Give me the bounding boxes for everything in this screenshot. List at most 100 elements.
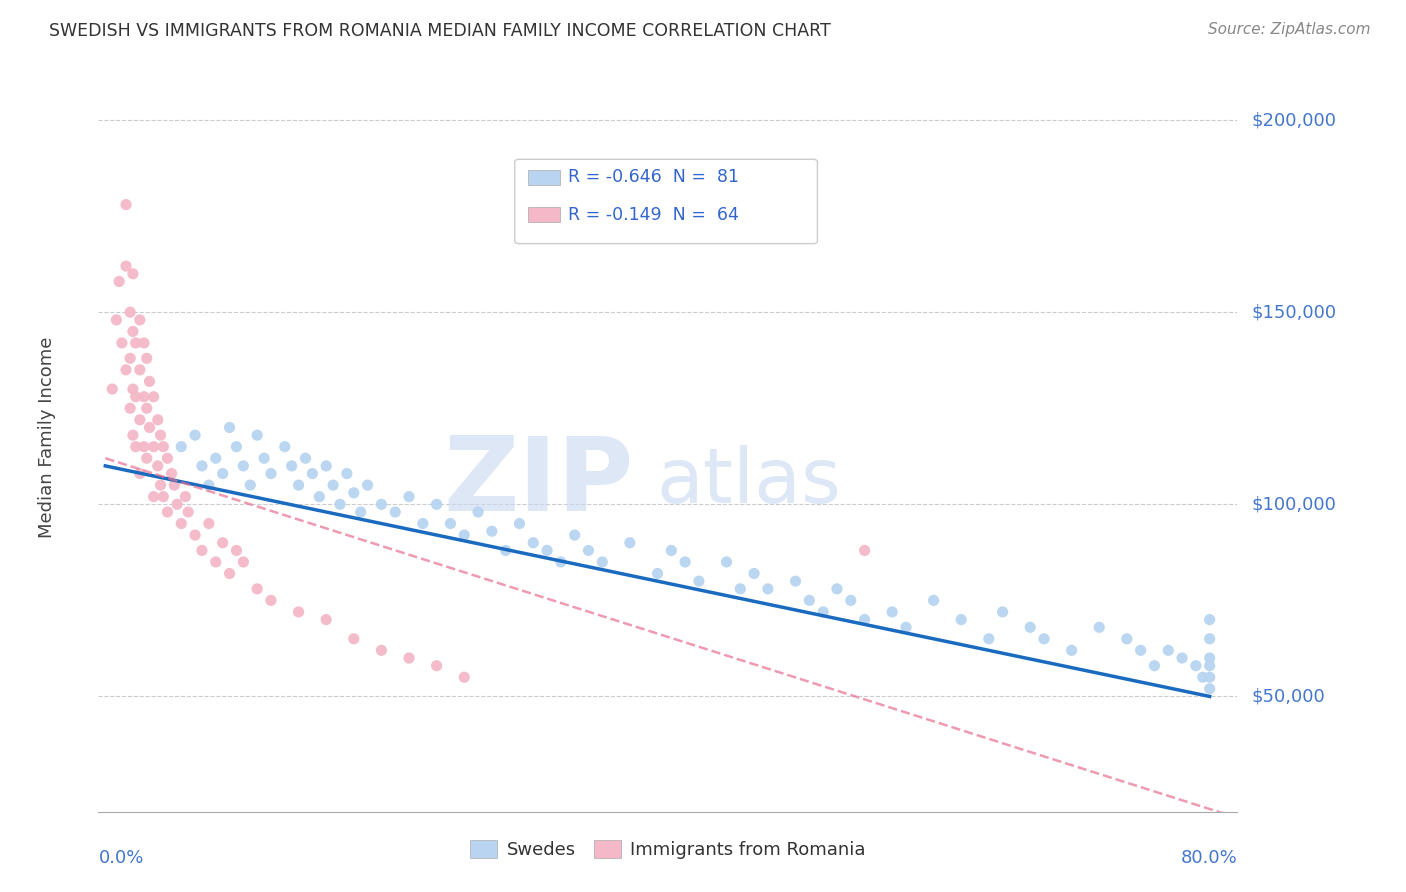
Point — [991, 605, 1014, 619]
Legend: Swedes, Immigrants from Romania: Swedes, Immigrants from Romania — [463, 832, 873, 866]
Point — [246, 428, 269, 442]
Point — [495, 543, 517, 558]
Point — [101, 382, 124, 396]
Point — [950, 613, 973, 627]
Point — [152, 490, 174, 504]
Point — [125, 390, 148, 404]
Point — [132, 335, 155, 350]
Text: SWEDISH VS IMMIGRANTS FROM ROMANIA MEDIAN FAMILY INCOME CORRELATION CHART: SWEDISH VS IMMIGRANTS FROM ROMANIA MEDIA… — [49, 22, 831, 40]
Point — [149, 428, 172, 442]
Point — [142, 490, 165, 504]
Point — [894, 620, 917, 634]
Text: $150,000: $150,000 — [1251, 303, 1336, 321]
Point — [132, 390, 155, 404]
Point — [115, 259, 138, 273]
Text: R = -0.646  N =  81: R = -0.646 N = 81 — [568, 168, 740, 186]
Point — [122, 382, 145, 396]
Point — [163, 478, 186, 492]
Point — [146, 413, 169, 427]
Point — [128, 363, 150, 377]
Text: $50,000: $50,000 — [1251, 688, 1324, 706]
Point — [825, 582, 848, 596]
Point — [274, 440, 297, 454]
Point — [204, 555, 226, 569]
Point — [120, 351, 142, 366]
Point — [647, 566, 669, 581]
Point — [398, 651, 420, 665]
Point — [659, 543, 682, 558]
Point — [120, 305, 142, 319]
Point — [398, 490, 420, 504]
Point — [170, 440, 193, 454]
Point — [160, 467, 183, 481]
Point — [882, 605, 904, 619]
Point — [315, 458, 337, 473]
Point — [1171, 651, 1194, 665]
Point — [730, 582, 752, 596]
Point — [536, 543, 558, 558]
Point — [756, 582, 779, 596]
Point — [1198, 632, 1220, 646]
Point — [211, 467, 233, 481]
Text: Source: ZipAtlas.com: Source: ZipAtlas.com — [1208, 22, 1371, 37]
Point — [184, 528, 207, 542]
Point — [799, 593, 821, 607]
Point — [135, 351, 157, 366]
Text: $200,000: $200,000 — [1251, 112, 1336, 129]
Point — [239, 478, 262, 492]
Point — [343, 632, 366, 646]
Point — [142, 440, 165, 454]
Text: $100,000: $100,000 — [1251, 495, 1336, 513]
Point — [1198, 670, 1220, 684]
Point — [108, 275, 131, 289]
Point — [853, 543, 876, 558]
Point — [839, 593, 862, 607]
Point — [308, 490, 330, 504]
Point — [260, 593, 283, 607]
Point — [356, 478, 378, 492]
Point — [177, 505, 200, 519]
Point — [481, 524, 503, 539]
Point — [550, 555, 572, 569]
Text: Median Family Income: Median Family Income — [38, 336, 56, 538]
Text: ZIP: ZIP — [443, 432, 634, 533]
Point — [1060, 643, 1083, 657]
Point — [811, 605, 834, 619]
Point — [467, 505, 489, 519]
Point — [742, 566, 765, 581]
Point — [149, 478, 172, 492]
Point — [977, 632, 1000, 646]
Point — [115, 363, 138, 377]
Point — [1198, 681, 1220, 696]
Point — [122, 325, 145, 339]
Point — [1191, 670, 1213, 684]
Point — [138, 375, 160, 389]
Point — [426, 497, 449, 511]
Point — [128, 413, 150, 427]
Point — [128, 313, 150, 327]
Point — [412, 516, 434, 531]
Point — [350, 505, 373, 519]
Point — [146, 458, 169, 473]
Point — [1198, 651, 1220, 665]
Point — [120, 401, 142, 416]
Point — [287, 478, 309, 492]
Point — [156, 505, 179, 519]
Point — [591, 555, 613, 569]
Point — [287, 605, 309, 619]
Point — [184, 428, 207, 442]
Point — [225, 543, 247, 558]
Point — [785, 574, 807, 589]
Point — [853, 613, 876, 627]
Point — [522, 535, 544, 549]
Point — [1033, 632, 1056, 646]
Point — [1157, 643, 1180, 657]
Point — [619, 535, 641, 549]
Point — [198, 478, 221, 492]
Point — [125, 335, 148, 350]
Point — [370, 497, 392, 511]
Point — [152, 440, 174, 454]
Point — [301, 467, 323, 481]
Point — [1115, 632, 1137, 646]
Point — [688, 574, 710, 589]
